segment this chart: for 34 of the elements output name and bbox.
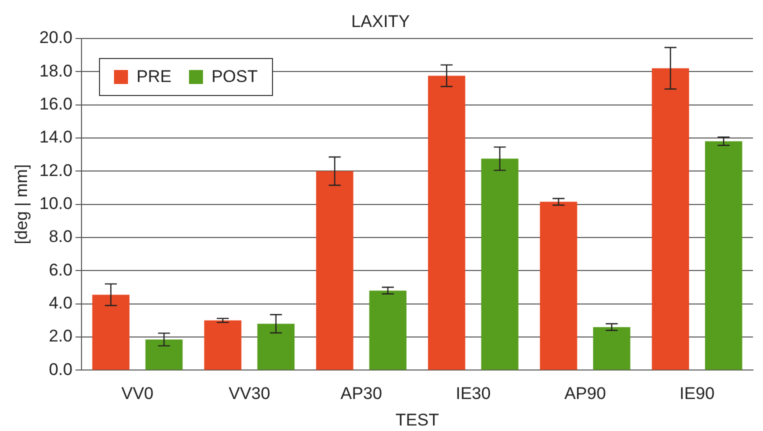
- bar: [204, 320, 242, 370]
- y-tick-label: 10.0: [39, 194, 72, 213]
- legend-label: PRE: [136, 67, 172, 88]
- y-tick-label: 16.0: [39, 94, 72, 114]
- x-tick-label: AP90: [564, 384, 606, 404]
- x-tick-label: AP30: [340, 384, 382, 404]
- bar: [705, 141, 742, 370]
- y-tick-label: 20.0: [39, 28, 72, 48]
- y-axis-title: [deg | mm]: [12, 164, 31, 244]
- bar: [369, 290, 406, 370]
- x-tick-label: VV30: [228, 384, 270, 404]
- bar: [92, 294, 130, 370]
- x-tick-label: IE30: [456, 384, 491, 404]
- bar: [428, 76, 466, 370]
- bar: [540, 202, 578, 370]
- bar: [652, 68, 690, 370]
- y-tick-label: 4.0: [48, 294, 72, 313]
- bar: [481, 158, 518, 370]
- legend-label: POST: [211, 67, 258, 88]
- bar: [257, 324, 295, 370]
- bar: [316, 171, 354, 370]
- x-tick-label: VV0: [121, 384, 154, 404]
- y-tick-label: 14.0: [39, 128, 72, 147]
- chart-title: LAXITY: [351, 12, 410, 31]
- y-tick-label: 12.0: [39, 160, 72, 180]
- y-tick-label: 8.0: [48, 227, 72, 246]
- y-tick-label: 18.0: [39, 61, 72, 80]
- x-axis-title: TEST: [396, 410, 439, 430]
- x-tick-label: IE90: [680, 384, 715, 404]
- bar: [145, 340, 183, 370]
- y-tick-label: 0.0: [48, 360, 72, 379]
- bar: [593, 327, 630, 370]
- y-tick-label: 2.0: [48, 326, 72, 346]
- y-tick-label: 6.0: [48, 260, 72, 280]
